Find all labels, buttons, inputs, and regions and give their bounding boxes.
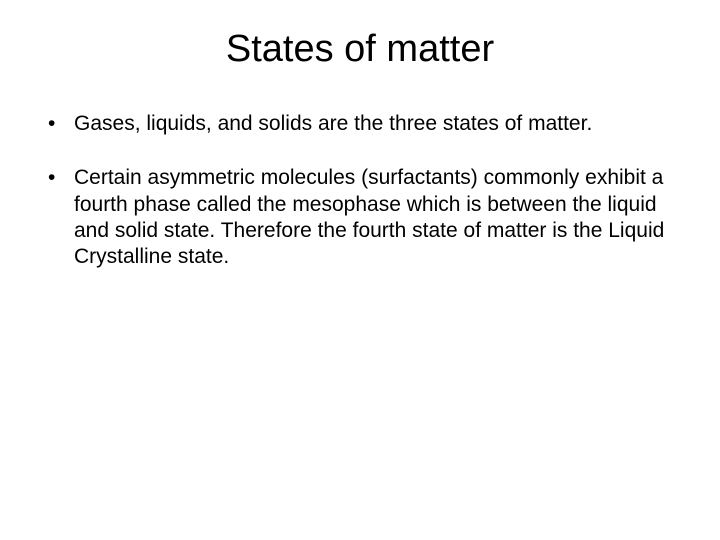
slide: States of matter Gases, liquids, and sol…: [0, 0, 720, 540]
bullet-item: Gases, liquids, and solids are the three…: [40, 111, 680, 137]
bullet-item: Certain asymmetric molecules (surfactant…: [40, 165, 680, 270]
bullet-list: Gases, liquids, and solids are the three…: [40, 111, 680, 270]
slide-title: States of matter: [40, 28, 680, 71]
